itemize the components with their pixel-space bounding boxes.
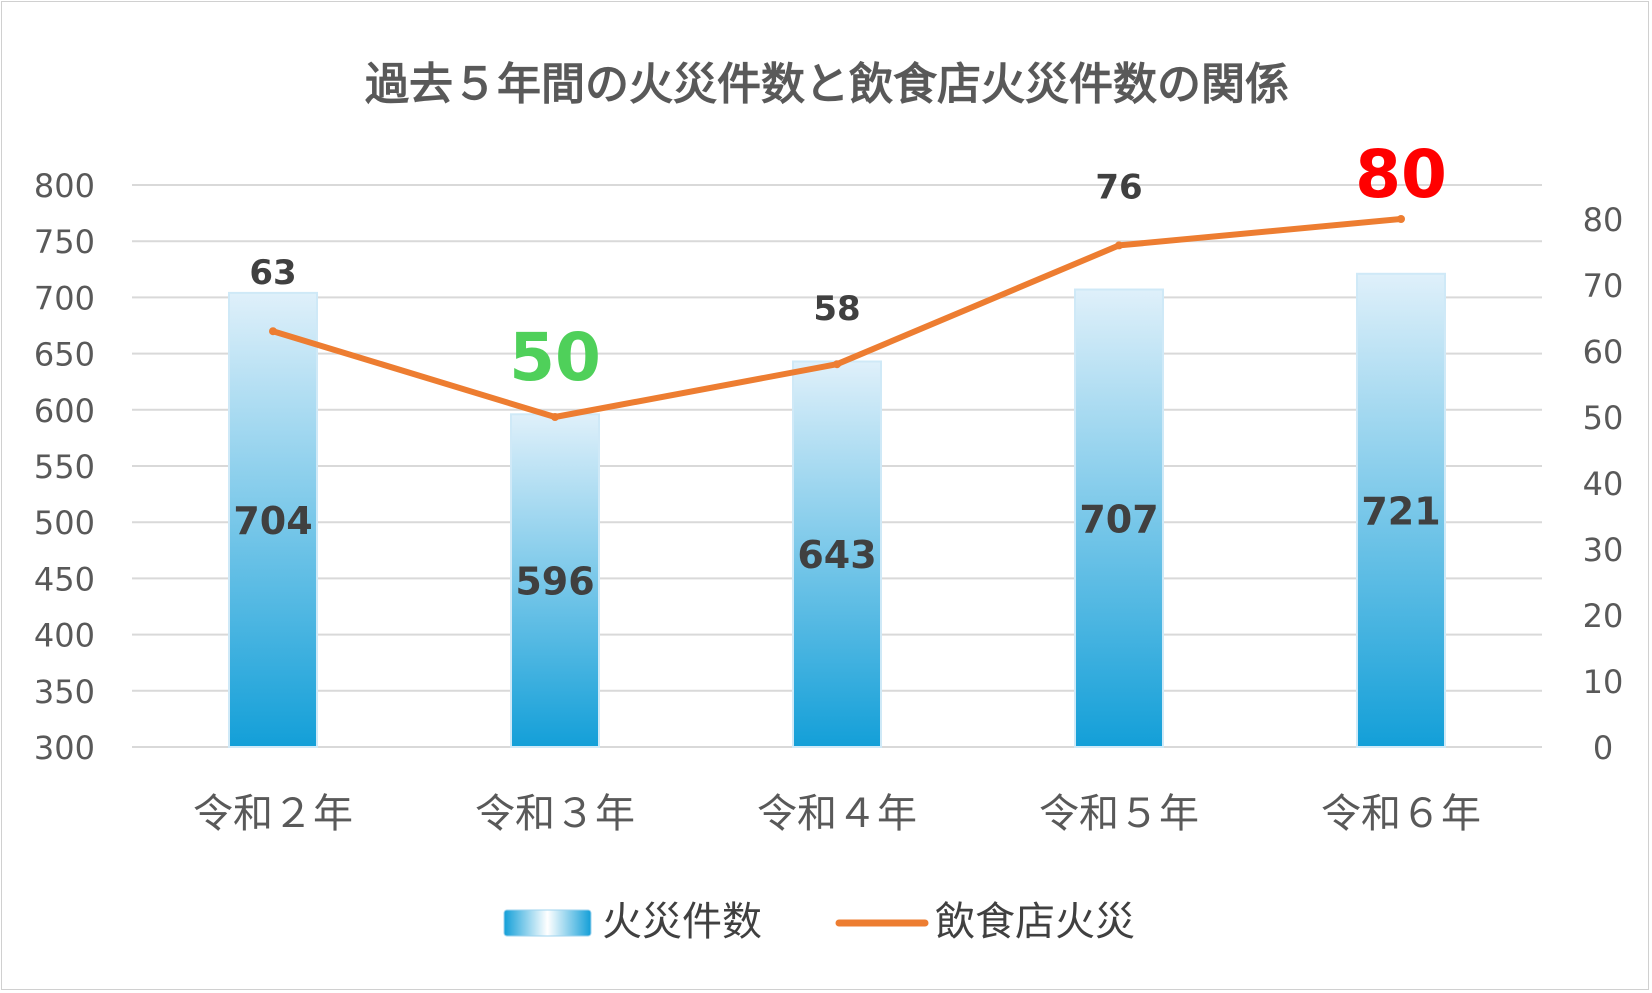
x-axis-categories: 令和２年 令和３年 令和４年 令和５年 令和６年 xyxy=(193,791,1481,837)
category-label: 令和４年 xyxy=(757,791,917,837)
right-tick-label: 50 xyxy=(1583,399,1624,437)
left-tick-label: 400 xyxy=(34,617,95,655)
line-data-label: 50 xyxy=(509,319,601,396)
left-tick-label: 500 xyxy=(34,504,95,542)
right-tick-label: 80 xyxy=(1583,201,1624,239)
bar-series xyxy=(228,272,1446,748)
category-label: 令和６年 xyxy=(1321,791,1481,837)
line-data-label: 58 xyxy=(813,289,860,329)
bar xyxy=(1074,288,1164,748)
right-tick-label: 60 xyxy=(1583,333,1624,371)
bar-data-label: 707 xyxy=(1079,497,1158,541)
line-series xyxy=(269,215,1405,421)
line-data-label: 76 xyxy=(1095,167,1142,207)
left-tick-label: 350 xyxy=(34,673,95,711)
chart-title: 過去５年間の火災件数と飲食店火災件数の関係 xyxy=(365,59,1289,110)
left-tick-label: 450 xyxy=(34,560,95,598)
line-point xyxy=(833,360,841,369)
right-axis-ticks: 0 10 20 30 40 50 60 70 80 xyxy=(1583,201,1624,767)
legend: 火災件数 飲食店火災 xyxy=(503,899,1135,945)
bar-data-label: 596 xyxy=(515,560,594,604)
right-tick-label: 0 xyxy=(1593,729,1613,767)
legend-line-label: 飲食店火災 xyxy=(935,899,1135,945)
right-tick-label: 30 xyxy=(1583,531,1624,569)
line-data-labels: 63 50 58 76 80 xyxy=(249,136,1447,396)
bar-data-label: 721 xyxy=(1361,489,1440,533)
bar xyxy=(1356,272,1446,748)
right-tick-label: 40 xyxy=(1583,465,1624,503)
legend-bar-swatch xyxy=(503,909,592,937)
right-tick-label: 20 xyxy=(1583,597,1624,635)
line-point xyxy=(1115,241,1123,250)
line-data-label: 63 xyxy=(249,253,296,293)
bar xyxy=(228,291,318,748)
left-tick-label: 750 xyxy=(34,223,95,261)
bar-data-label: 704 xyxy=(233,499,312,543)
bar-data-label: 643 xyxy=(797,533,876,577)
line-point xyxy=(269,327,277,336)
left-tick-label: 650 xyxy=(34,336,95,374)
left-axis-ticks: 300 350 400 450 500 550 600 650 700 750 800 xyxy=(34,167,95,767)
left-tick-label: 300 xyxy=(34,729,95,767)
line-point xyxy=(551,413,559,421)
left-tick-label: 550 xyxy=(34,448,95,486)
line-point xyxy=(1397,215,1405,223)
category-label: 令和２年 xyxy=(193,791,353,837)
left-tick-label: 800 xyxy=(34,167,95,205)
line-data-label: 80 xyxy=(1355,136,1447,213)
right-tick-label: 70 xyxy=(1583,267,1624,305)
bar xyxy=(792,360,882,748)
left-tick-label: 600 xyxy=(34,392,95,430)
category-label: 令和３年 xyxy=(475,791,635,837)
right-tick-label: 10 xyxy=(1583,663,1624,701)
category-label: 令和５年 xyxy=(1039,791,1199,837)
legend-bar-label: 火災件数 xyxy=(602,899,762,945)
bar xyxy=(510,413,600,748)
bar-data-labels: 704 596 643 707 721 xyxy=(233,489,1440,603)
left-tick-label: 700 xyxy=(34,279,95,317)
